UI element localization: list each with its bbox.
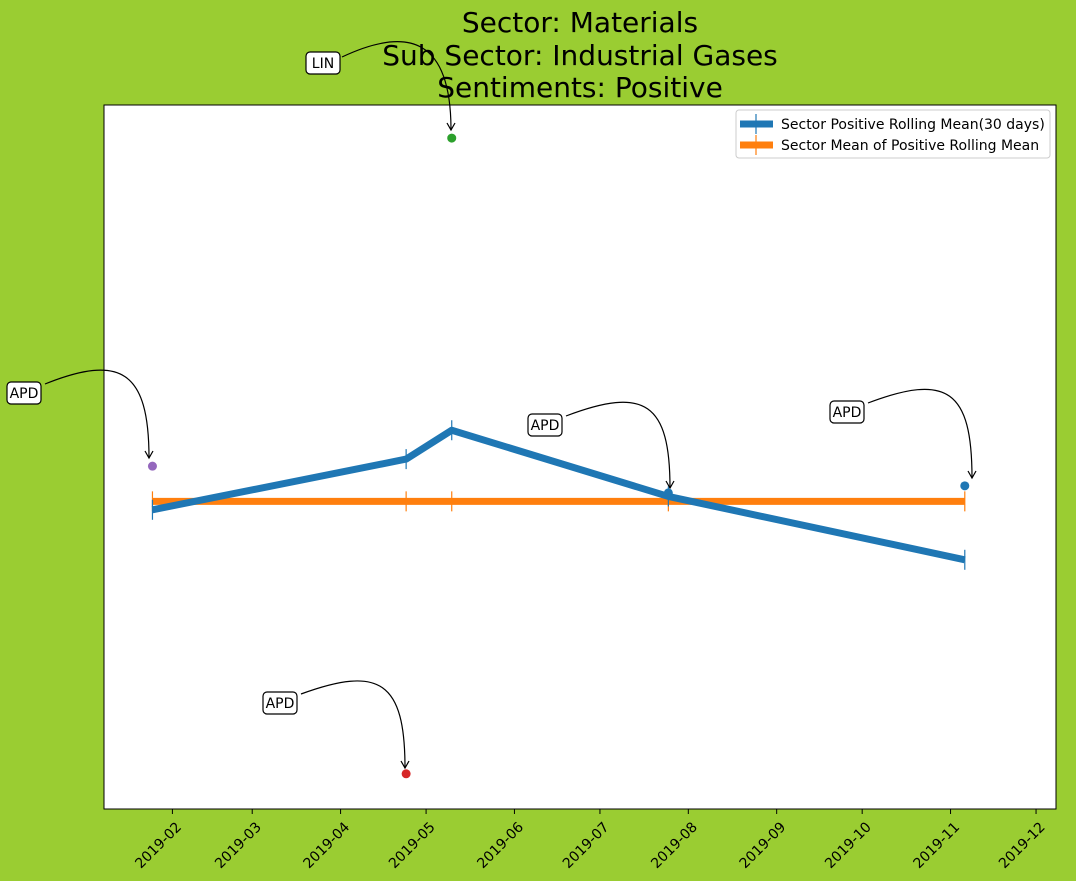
x-tick-label: 2019-05 [386,819,439,872]
annotation-layer: APD LIN APD APD APD [6,41,977,779]
annotation-label: LIN [312,56,334,72]
annotation-point [447,133,457,143]
annotation-arrowhead [144,450,154,460]
annotation-point [663,488,673,498]
series-layer [151,420,966,570]
annotation-label-box [6,381,42,405]
plot-area [103,104,1057,810]
annotation-point [147,461,157,471]
annotation-arrow [300,680,406,769]
annotation-label: APD [266,696,295,712]
annotation-arrowhead [665,480,675,490]
annotation-2: APD [262,680,411,779]
x-tick-label: 2019-04 [301,819,354,872]
title-line-3: Sentiments: Positive [437,71,723,104]
annotation-3: APD [527,401,675,498]
x-tick-label: 2019-02 [132,819,185,872]
title-line-1: Sector: Materials [462,6,698,39]
annotation-arrowhead [400,760,410,770]
annotation-label: APD [833,405,862,421]
legend: Sector Positive Rolling Mean(30 days) Sec… [735,109,1051,159]
annotation-arrow [867,388,973,479]
x-tick-label: 2019-07 [560,819,613,872]
annotation-0: APD [6,369,157,471]
x-tick-label: 2019-12 [996,819,1049,872]
legend-frame [735,109,1051,159]
x-axis: 2019-02 2019-03 2019-04 2019-05 2019-06 2019-… [132,809,1049,872]
annotation-point [960,481,970,491]
annotation-arrowhead [446,122,456,132]
legend-label-0: Sector Positive Rolling Mean(30 days) [781,117,1045,133]
annotation-label-box [305,51,341,75]
x-tick-label: 2019-11 [910,819,963,872]
annotation-arrow [341,41,452,131]
annotation-label-box [262,691,298,715]
x-tick-label: 2019-09 [737,819,790,872]
annotation-label: APD [531,418,560,434]
annotation-label-box [527,413,563,437]
legend-label-1: Sector Mean of Positive Rolling Mean [781,138,1039,154]
annotation-arrow [565,401,671,489]
annotation-arrowhead [967,470,977,480]
title-line-2: Sub Sector: Industrial Gases [382,39,778,72]
chart-title: Sector: Materials Sub Sector: Industrial… [382,6,778,104]
annotation-label: APD [10,386,39,402]
x-tick-label: 2019-08 [648,819,701,872]
annotation-1: LIN [305,41,457,143]
x-tick-label: 2019-06 [474,819,527,872]
x-tick-label: 2019-10 [822,819,875,872]
annotation-label-box [829,400,865,424]
annotation-arrow [44,369,150,459]
annotation-4: APD [829,388,977,491]
annotation-point [401,769,411,779]
x-tick-label: 2019-03 [212,819,265,872]
